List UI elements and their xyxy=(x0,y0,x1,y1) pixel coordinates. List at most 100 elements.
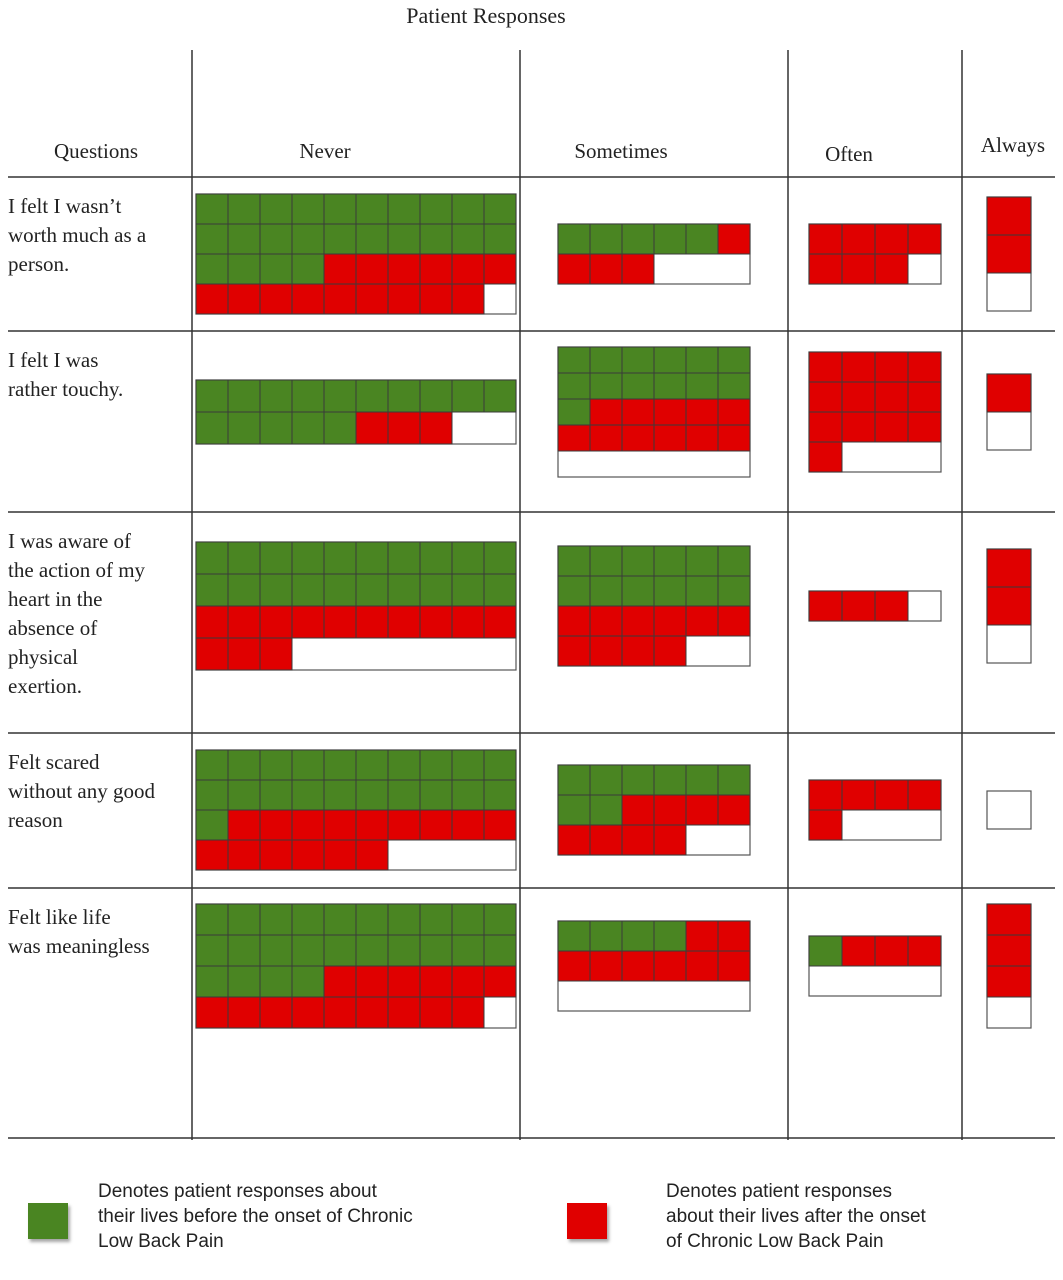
response-cell-after xyxy=(717,920,751,952)
response-cell-before xyxy=(483,541,517,575)
response-cell-after xyxy=(685,398,719,426)
response-cell-after xyxy=(227,283,261,315)
response-cell-before xyxy=(419,379,453,413)
response-cell-after xyxy=(451,605,485,639)
question-line: without any good xyxy=(8,779,155,803)
response-cell-before xyxy=(653,372,687,400)
response-cell-after xyxy=(717,398,751,426)
response-cell-before xyxy=(685,223,719,255)
table-row: Felt like life was meaningless xyxy=(8,903,1032,1029)
response-cell-after xyxy=(717,223,751,255)
response-cell-after xyxy=(483,605,517,639)
response-cell-before xyxy=(451,573,485,607)
response-cell-before xyxy=(387,379,421,413)
response-cell-before xyxy=(259,379,293,413)
table-row: I felt I wasn’t worth much as a person. xyxy=(8,193,1032,315)
response-cell-before xyxy=(621,545,655,577)
question-line: rather touchy. xyxy=(8,377,123,401)
response-block-sometimes xyxy=(557,920,751,1012)
response-cell-before xyxy=(557,398,591,426)
response-cell-before xyxy=(419,779,453,811)
response-cell-before xyxy=(323,903,357,936)
response-cell-after xyxy=(874,411,909,443)
response-cell-before xyxy=(227,193,261,225)
response-cell-before xyxy=(195,223,229,255)
response-cell-before xyxy=(195,411,229,445)
response-cell-after xyxy=(387,996,421,1029)
response-cell-after xyxy=(557,605,591,637)
response-cell-before xyxy=(621,372,655,400)
response-block-often xyxy=(808,590,942,622)
response-cell-after xyxy=(841,935,876,967)
response-cell-after xyxy=(323,809,357,841)
response-cell-before xyxy=(387,749,421,781)
response-cell-before xyxy=(227,779,261,811)
chart-title: Patient Responses xyxy=(406,3,566,28)
response-cell-after xyxy=(986,548,1032,588)
response-cell-after xyxy=(451,996,485,1029)
response-cell-before xyxy=(387,903,421,936)
response-cell-after xyxy=(355,965,389,998)
response-cell-after xyxy=(195,283,229,315)
response-cell-after xyxy=(621,424,655,452)
response-cell-before xyxy=(557,575,591,607)
response-cell-before xyxy=(227,965,261,998)
response-cell-before xyxy=(685,575,719,607)
response-cell-before xyxy=(291,253,325,285)
response-cell-before xyxy=(259,903,293,936)
response-block-always xyxy=(986,790,1032,830)
response-cell-after xyxy=(291,809,325,841)
response-cell-before xyxy=(227,903,261,936)
response-cell-after xyxy=(195,996,229,1029)
response-cell-before xyxy=(451,749,485,781)
response-cell-after xyxy=(808,779,843,811)
response-cell-before xyxy=(195,573,229,607)
response-cell-after xyxy=(621,950,655,982)
response-cell-after xyxy=(195,839,229,871)
response-cell-before xyxy=(483,193,517,225)
response-cell-before xyxy=(557,920,591,952)
question-line: the action of my xyxy=(8,558,146,582)
response-cell-after xyxy=(685,424,719,452)
response-cell-after xyxy=(387,605,421,639)
legend-swatch-after xyxy=(567,1203,607,1239)
response-cell-after xyxy=(355,839,389,871)
response-cell-after xyxy=(808,351,843,383)
response-cell-before xyxy=(387,223,421,255)
response-cell-after xyxy=(419,411,453,445)
column-header-never: Never xyxy=(299,139,350,163)
response-cell-after xyxy=(808,381,843,413)
response-cell-before xyxy=(621,223,655,255)
response-cell-after xyxy=(907,779,942,811)
response-cell-before xyxy=(195,934,229,967)
response-block-often xyxy=(808,779,942,841)
response-cell-after xyxy=(557,424,591,452)
response-cell-before xyxy=(808,935,843,967)
response-cell-before xyxy=(589,223,623,255)
response-cell-after xyxy=(621,398,655,426)
response-block-often xyxy=(808,223,942,285)
response-cell-after xyxy=(355,411,389,445)
response-cell-after xyxy=(874,253,909,285)
response-cell-after xyxy=(841,411,876,443)
response-cell-after xyxy=(874,381,909,413)
response-cell-before xyxy=(653,764,687,796)
response-cell-before xyxy=(355,379,389,413)
response-cell-before xyxy=(259,223,293,255)
response-cell-after xyxy=(227,996,261,1029)
response-cell-before xyxy=(419,541,453,575)
response-cell-after xyxy=(355,605,389,639)
question-line: heart in the xyxy=(8,587,102,611)
response-cell-after xyxy=(653,794,687,826)
response-cell-after xyxy=(387,809,421,841)
response-cell-before xyxy=(291,411,325,445)
response-cell-before xyxy=(717,346,751,374)
response-cell-before xyxy=(259,779,293,811)
legend-swatch-before xyxy=(28,1203,68,1239)
response-cell-before xyxy=(259,965,293,998)
response-cell-after xyxy=(808,223,843,255)
column-header-often: Often xyxy=(825,142,873,166)
response-cell-after xyxy=(387,965,421,998)
response-cell-after xyxy=(557,635,591,667)
response-cell-after xyxy=(907,351,942,383)
